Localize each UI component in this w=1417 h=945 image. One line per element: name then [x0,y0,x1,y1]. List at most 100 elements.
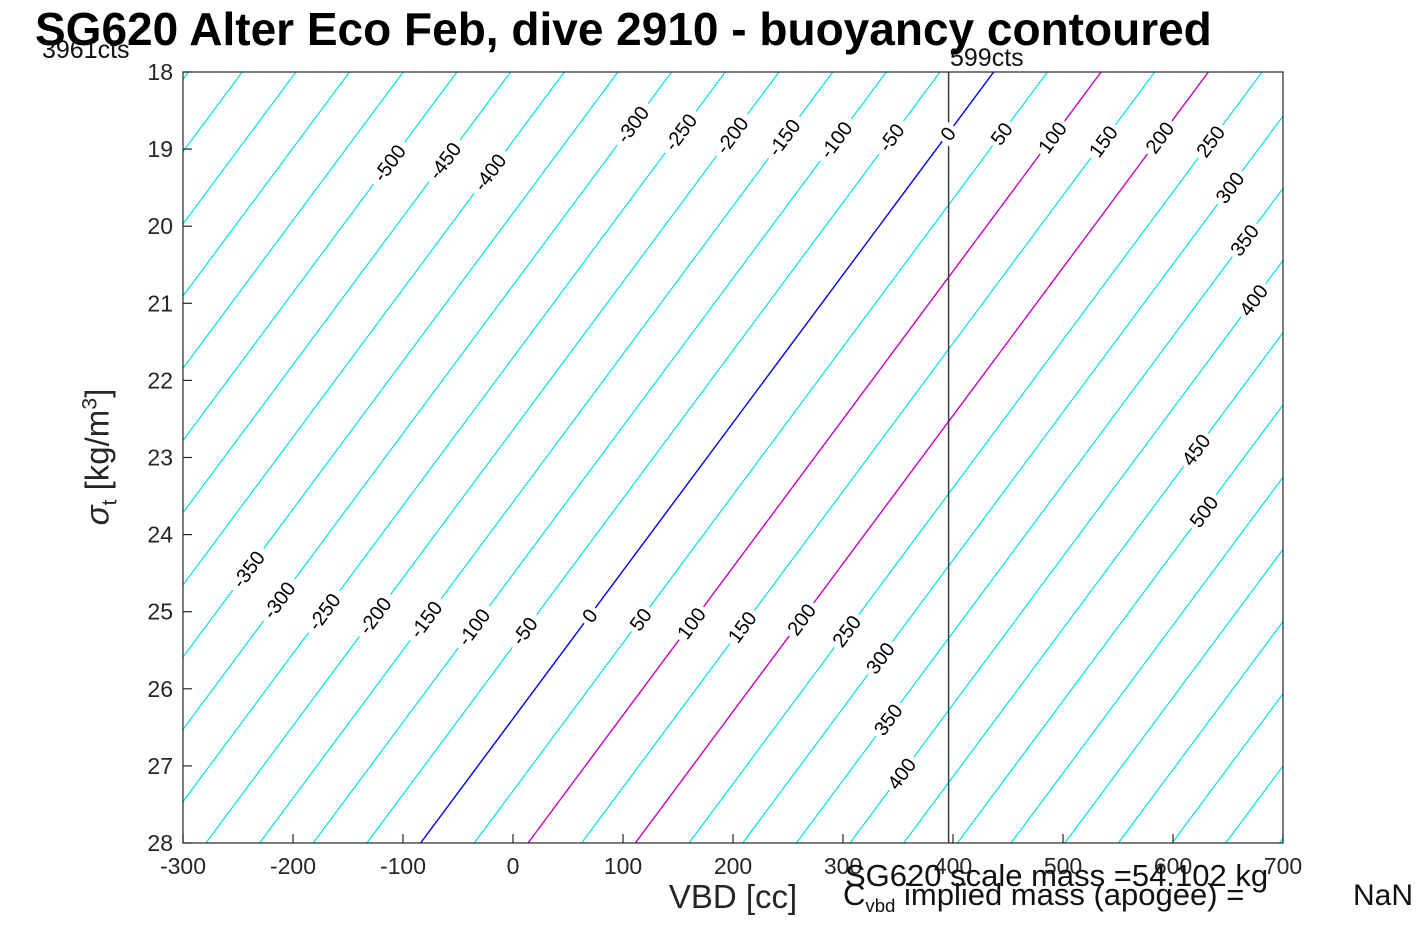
contour-line-100 [527,72,1102,843]
contour-line--550 [183,72,404,370]
contour-label-gap [780,596,822,642]
y-tick-label: 27 [147,753,173,779]
contour-label-gap [1189,118,1231,164]
x-tick-label: 300 [824,853,862,879]
contour-line--350 [183,72,619,659]
annotation-implied-value: NaN [1353,879,1414,912]
contour-line-750 [1225,765,1283,843]
contour-line--200 [205,72,780,843]
contour-label-gap [350,588,399,643]
y-tick-label: 19 [147,136,173,162]
contour-label-500: 500 [1182,488,1225,534]
contour-label-gap [880,750,922,797]
x-tick-label: 0 [507,853,520,879]
axes-box [182,71,1284,844]
y-tick-label: 24 [147,522,173,548]
contour-label-50: 50 [983,115,1019,152]
contour-label-200: 200 [1138,114,1180,160]
contour-line-650 [1117,620,1283,843]
x-tick-label: 500 [1044,853,1082,879]
contour-label-gap [299,584,348,639]
contour-label-gap [859,634,901,681]
contour-line--400 [183,72,565,586]
contour-label-gap [503,607,545,654]
contour-label--150: -150 [401,591,450,647]
contour-line-400 [849,259,1283,843]
contour-label-gap [1182,488,1225,534]
contour-label-gap [420,133,469,188]
contour-label--300: -300 [608,96,657,152]
contour-label-gap [656,104,705,159]
contour-label-text: 50 [987,119,1018,150]
contour-label-200: 200 [780,596,822,642]
contour-label--100: -100 [811,112,860,167]
contour-label-gap [1082,118,1124,164]
contour-line-500 [956,403,1283,843]
contour-line--100 [312,72,887,843]
contour-label-gap [1208,164,1251,211]
contour-label-gap [223,541,272,597]
contour-label-100: 100 [670,600,712,646]
contour-label-gap [825,607,867,654]
y-tick-label: 26 [147,676,173,702]
contour-label-gap [867,696,909,743]
x-tick-label: 200 [714,853,752,879]
annotation-max-cts: 3961cts [42,36,130,64]
contour-label-gap [1138,114,1180,160]
contour-label-gap [364,135,413,190]
contour-line-250 [688,72,1263,843]
contour-label-gap [449,599,498,654]
contour-label-gap [1031,114,1073,160]
contour-line-450 [903,331,1283,843]
sigma-symbol: σ [78,505,116,526]
contour-label-gap [933,119,962,148]
contour-line--650 [183,72,297,225]
contour-label--100: -100 [449,599,498,654]
y-units-open: [kg/m [78,409,116,500]
contour-label-gap [1232,277,1274,323]
contour-label-gap [1174,426,1217,473]
implied-mass-text: implied mass (apogee) = [895,877,1245,912]
contour-line--500 [183,72,458,442]
contour-label--350: -350 [223,541,272,597]
contour-label--500: -500 [364,135,413,190]
sigma-subscript: t [97,499,122,506]
y-tick-label: 23 [147,445,173,471]
x-tick-label: 700 [1264,853,1302,879]
y-tick-label: 21 [147,290,173,316]
contour-label--250: -250 [299,584,348,639]
contour-line-550 [1010,476,1283,843]
contour-label-gap [608,96,657,152]
contour-label-350: 350 [867,696,909,743]
x-tick-label: 400 [934,853,972,879]
contour-label-400: 400 [1232,277,1274,323]
x-tick-label: 100 [604,853,642,879]
contour-label-0: 0 [575,601,604,630]
contour-label-300: 300 [859,634,901,681]
contour-line--50 [366,72,941,843]
contour-line-200 [634,72,1209,843]
contour-label-gap [670,600,712,646]
contour-label-gap [465,144,514,200]
contour-line--150 [259,72,834,843]
contour-label--450: -450 [420,133,469,188]
contour-label-300: 300 [1208,164,1251,211]
x-tick-label: 600 [1154,853,1192,879]
y-tick-label: 22 [147,367,173,393]
contour-label-350: 350 [1223,217,1265,263]
contour-label--250: -250 [656,104,705,159]
contour-label-250: 250 [1189,118,1231,164]
y-units-close: ] [78,388,116,398]
contour-lines [183,72,1283,843]
contour-label--200: -200 [350,588,399,643]
contour-label-gap [870,114,912,160]
contour-label--200: -200 [707,107,756,163]
y-tick-label: 20 [147,213,173,239]
contour-label-gap [707,107,756,163]
annotation-vline-cts: 599cts [950,44,1024,72]
contour-line-600 [1064,548,1283,843]
contour-label-gap [254,572,303,627]
contour-label-150: 150 [721,604,763,650]
